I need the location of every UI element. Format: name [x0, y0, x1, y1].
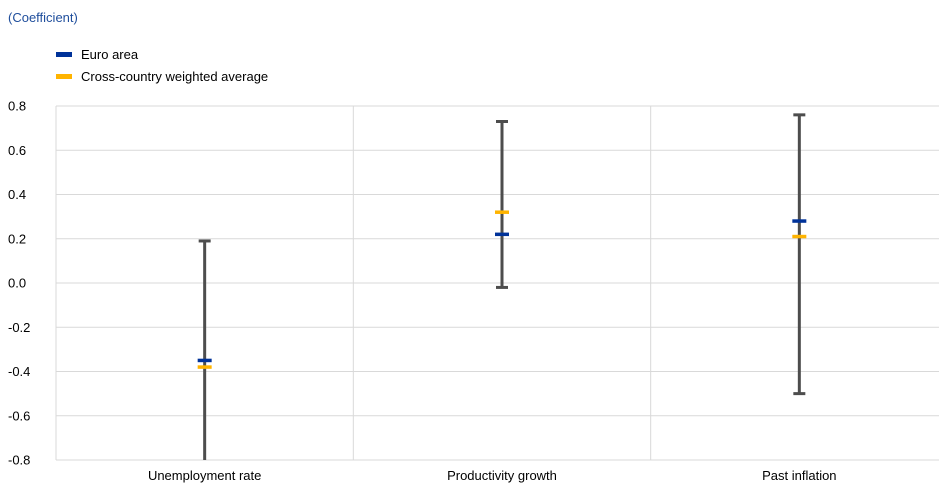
y-tick-label: -0.8	[8, 453, 30, 468]
y-tick-label: 0.6	[8, 143, 26, 158]
legend-item-cross-country: Cross-country weighted average	[56, 65, 268, 87]
chart-legend: Euro area Cross-country weighted average	[56, 43, 268, 87]
y-tick-label: 0.2	[8, 231, 26, 246]
x-tick-label: Past inflation	[762, 468, 836, 483]
y-tick-label: 0.8	[8, 99, 26, 114]
y-tick-label: 0.0	[8, 276, 26, 291]
y-tick-label: -0.2	[8, 320, 30, 335]
legend-swatch-euro-area	[56, 51, 72, 57]
chart-unit-label: (Coefficient)	[8, 10, 78, 25]
x-tick-label: Productivity growth	[447, 468, 557, 483]
x-tick-label: Unemployment rate	[148, 468, 261, 483]
legend-label-euro-area: Euro area	[81, 46, 139, 62]
y-tick-label: 0.4	[8, 187, 26, 202]
legend-label-cross-country: Cross-country weighted average	[81, 68, 269, 84]
legend-swatch-cross-country	[56, 73, 72, 79]
y-tick-label: -0.6	[8, 408, 30, 423]
legend-item-euro-area: Euro area	[56, 43, 268, 65]
y-tick-label: -0.4	[8, 364, 30, 379]
